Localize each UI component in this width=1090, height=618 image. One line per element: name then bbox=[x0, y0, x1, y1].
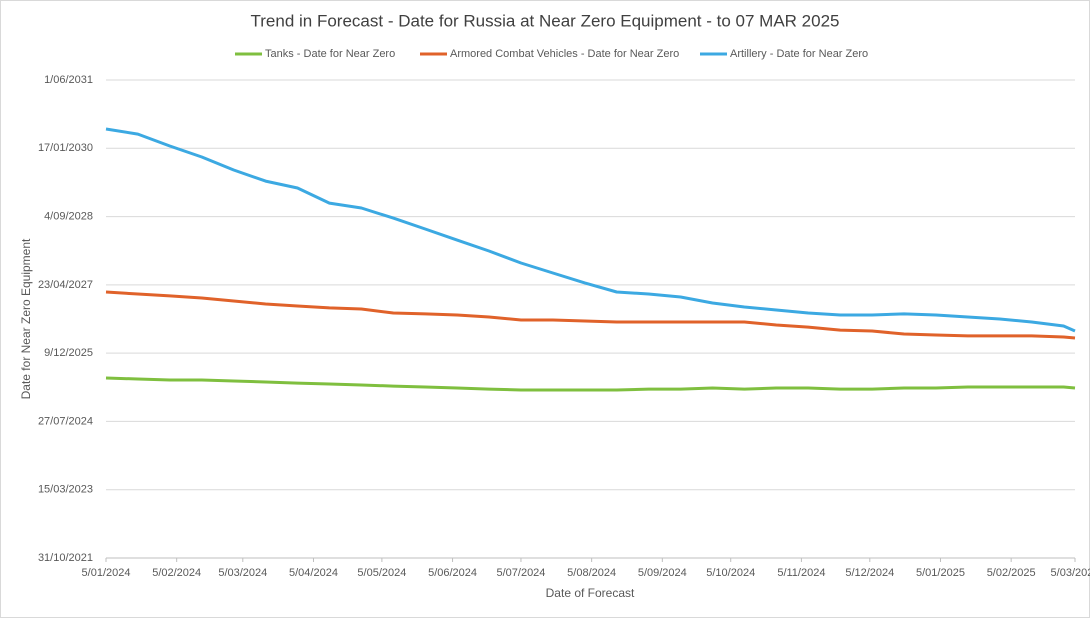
x-tick-label: 5/02/2024 bbox=[152, 567, 201, 579]
legend-label: Artillery - Date for Near Zero bbox=[730, 48, 868, 60]
x-tick-label: 5/01/2024 bbox=[82, 567, 131, 579]
x-tick-label: 5/07/2024 bbox=[496, 567, 545, 579]
y-tick-label: 27/07/2024 bbox=[38, 415, 93, 427]
y-tick-label: 9/12/2025 bbox=[44, 347, 93, 359]
legend-label: Armored Combat Vehicles - Date for Near … bbox=[450, 48, 679, 60]
x-axis-title: Date of Forecast bbox=[546, 586, 635, 600]
x-tick-label: 5/01/2025 bbox=[916, 567, 965, 579]
series-line bbox=[105, 290, 1076, 340]
x-tick-label: 5/05/2024 bbox=[357, 567, 406, 579]
x-tick-label: 5/12/2024 bbox=[845, 567, 894, 579]
y-tick-label: 31/10/2021 bbox=[38, 552, 93, 564]
x-tick-label: 5/09/2024 bbox=[638, 567, 687, 579]
y-tick-label: 15/03/2023 bbox=[38, 484, 93, 496]
series-line bbox=[105, 376, 1076, 392]
series-line bbox=[105, 127, 1076, 333]
x-tick-label: 5/02/2025 bbox=[987, 567, 1036, 579]
y-tick-label: 17/01/2030 bbox=[38, 142, 93, 154]
y-tick-label: 4/09/2028 bbox=[44, 210, 93, 222]
x-tick-label: 5/03/2025 bbox=[1051, 567, 1090, 579]
x-tick-label: 5/03/2024 bbox=[218, 567, 267, 579]
y-tick-label: 1/06/2031 bbox=[44, 74, 93, 86]
x-tick-label: 5/06/2024 bbox=[428, 567, 477, 579]
y-tick-label: 23/04/2027 bbox=[38, 279, 93, 291]
x-tick-label: 5/10/2024 bbox=[706, 567, 755, 579]
chart-title: Trend in Forecast - Date for Russia at N… bbox=[251, 11, 840, 30]
x-tick-label: 5/04/2024 bbox=[289, 567, 338, 579]
x-tick-label: 5/11/2024 bbox=[777, 567, 825, 579]
legend-label: Tanks - Date for Near Zero bbox=[265, 48, 395, 60]
x-tick-label: 5/08/2024 bbox=[567, 567, 616, 579]
y-axis-title: Date for Near Zero Equipment bbox=[19, 238, 33, 399]
